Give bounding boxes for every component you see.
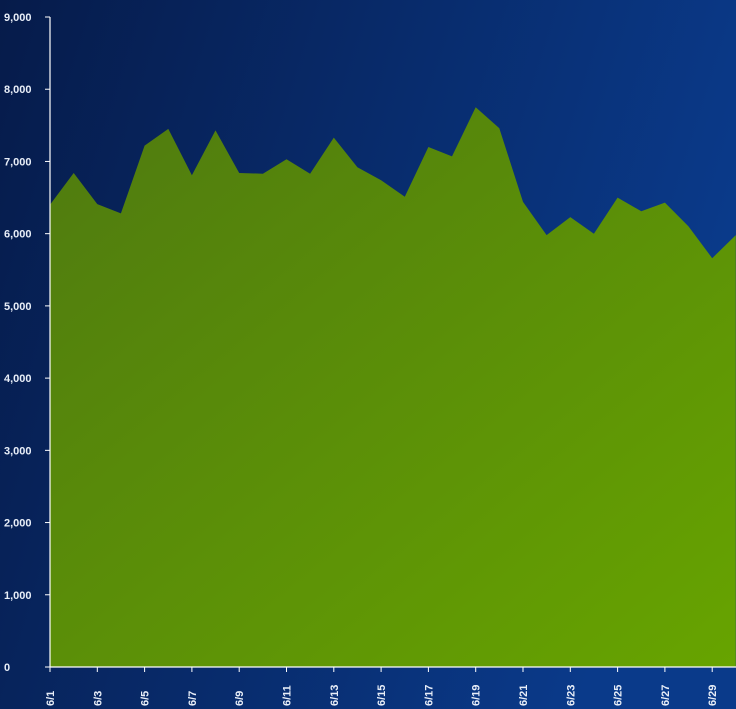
x-tick-label: 6/23 bbox=[565, 685, 577, 706]
y-tick-label: 8,000 bbox=[4, 84, 32, 96]
x-tick-label: 6/25 bbox=[613, 685, 625, 706]
y-tick-label: 7,000 bbox=[4, 156, 32, 168]
y-tick-label: 9,000 bbox=[4, 12, 32, 24]
area-layer bbox=[50, 107, 736, 668]
x-tick-label: 6/11 bbox=[282, 685, 294, 706]
x-tick-label: 6/27 bbox=[660, 685, 672, 706]
axis-layer bbox=[49, 17, 736, 668]
x-tick-label: 6/13 bbox=[329, 685, 341, 706]
x-tick-label: 6/3 bbox=[92, 691, 104, 706]
x-tick-label: 6/29 bbox=[707, 685, 719, 706]
x-tick-label: 6/5 bbox=[140, 691, 152, 706]
x-tick-label: 6/19 bbox=[471, 685, 483, 706]
x-tick-label: 6/17 bbox=[423, 685, 435, 706]
y-axis-ticks: 0 1,000 2,000 3,000 4,000 5,000 6,000 7,000 8,00… bbox=[4, 12, 50, 674]
y-tick-label: 5,000 bbox=[4, 301, 32, 313]
y-tick-label: 4,000 bbox=[4, 373, 32, 385]
x-tick-label: 6/9 bbox=[234, 691, 246, 706]
y-tick-label: 3,000 bbox=[4, 445, 32, 457]
y-tick-label: 0 bbox=[4, 662, 10, 674]
area-series bbox=[50, 107, 736, 668]
x-axis-ticks: 6/1 6/3 6/5 6/7 6/9 6/11 6/13 6/15 6/17 6/19 6/21 6… bbox=[45, 667, 719, 706]
y-tick-label: 1,000 bbox=[4, 590, 32, 602]
x-tick-label: 6/15 bbox=[376, 685, 388, 706]
y-tick-label: 2,000 bbox=[4, 518, 32, 530]
x-tick-label: 6/1 bbox=[45, 691, 57, 706]
x-tick-label: 6/21 bbox=[518, 685, 530, 706]
x-tick-label: 6/7 bbox=[187, 691, 199, 706]
y-tick-label: 6,000 bbox=[4, 229, 32, 241]
